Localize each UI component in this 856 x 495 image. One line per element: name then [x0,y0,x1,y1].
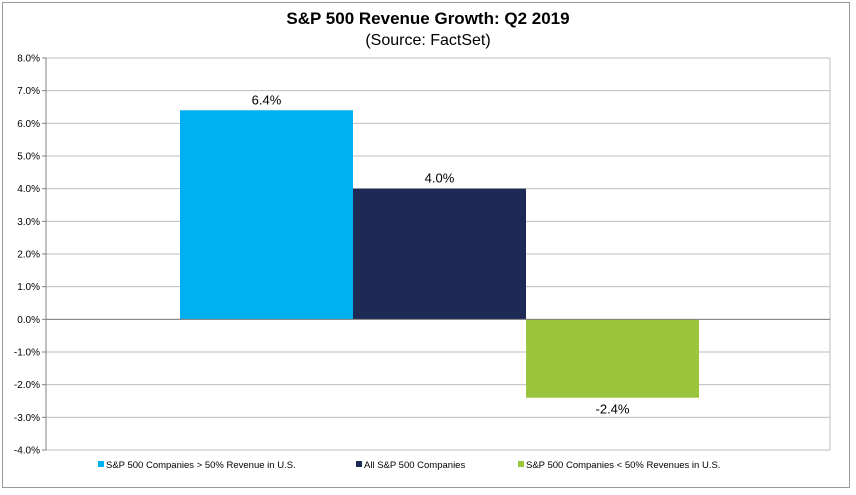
legend-swatch [98,461,104,467]
y-tick-label: -1.0% [14,348,40,359]
legend-label: S&P 500 Companies > 50% Revenue in U.S. [106,460,296,471]
legend: S&P 500 Companies > 50% Revenue in U.S. A… [98,460,720,471]
y-tick-label: 8.0% [17,54,40,65]
chart-title: S&P 500 Revenue Growth: Q2 2019 [286,9,569,28]
y-tick-label: 0.0% [17,315,40,326]
bar [353,188,526,320]
bar [180,110,353,320]
data-label: 4.0% [425,171,455,186]
y-tick-label: -2.0% [14,380,40,391]
data-labels: 6.4% 4.0% -2.4% [252,92,630,416]
y-tick-label: 5.0% [17,152,40,163]
legend-label: All S&P 500 Companies [364,460,465,471]
y-tick-label: 2.0% [17,250,40,261]
y-tick-label: 4.0% [17,184,40,195]
y-tick-label: 3.0% [17,217,40,228]
y-tick-label: 6.0% [17,119,40,130]
legend-swatch [518,461,524,467]
y-tick-label: 1.0% [17,282,40,293]
legend-label: S&P 500 Companies < 50% Revenues in U.S. [526,460,720,471]
bar [526,319,699,398]
data-label: 6.4% [252,92,282,107]
legend-swatch [356,461,362,467]
bars [46,110,830,398]
chart-subtitle: (Source: FactSet) [365,32,490,49]
y-tick-label: 7.0% [17,86,40,97]
data-label: -2.4% [596,402,630,417]
y-tick-label: -3.0% [14,413,40,424]
y-tick-label: -4.0% [14,446,40,457]
y-axis-ticks: 8.0% 7.0% 6.0% 5.0% 4.0% 3.0% 2.0% 1.0% 0.0% -1.0… [14,54,40,457]
